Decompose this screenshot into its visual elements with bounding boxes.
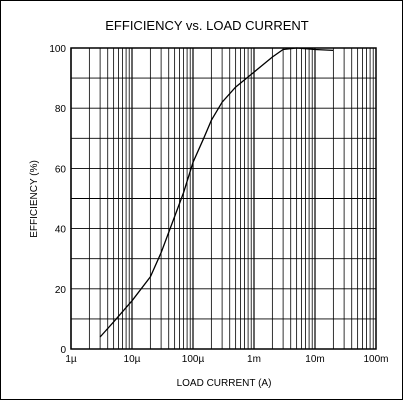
x-axis-label: LOAD CURRENT (A) — [177, 378, 272, 389]
y-axis-label: EFFICIENCY (%) — [29, 160, 40, 238]
x-tick-label: 100µ — [182, 354, 205, 365]
plot-border — [70, 47, 377, 350]
x-tick-label: 100m — [363, 354, 388, 365]
x-tick-labels: 1µ 10µ 100µ 1m 10m 100m — [65, 354, 388, 365]
x-tick-label: 10µ — [124, 354, 141, 365]
x-tick-label: 1µ — [65, 354, 77, 365]
y-tick-label: 0 — [60, 345, 66, 356]
y-tick-labels: 0 20 40 60 80 100 — [49, 44, 66, 356]
grid — [70, 47, 376, 350]
x-tick-label: 10m — [305, 354, 324, 365]
y-tick-label: 100 — [49, 44, 66, 55]
y-tick-label: 60 — [55, 164, 67, 175]
chart-title: EFFICIENCY vs. LOAD CURRENT — [105, 18, 309, 33]
y-tick-label: 80 — [55, 104, 67, 115]
x-tick-label: 1m — [247, 354, 261, 365]
y-tick-label: 20 — [55, 285, 67, 296]
y-tick-label: 40 — [55, 225, 67, 236]
series-line — [99, 47, 334, 338]
series-group — [99, 47, 334, 338]
